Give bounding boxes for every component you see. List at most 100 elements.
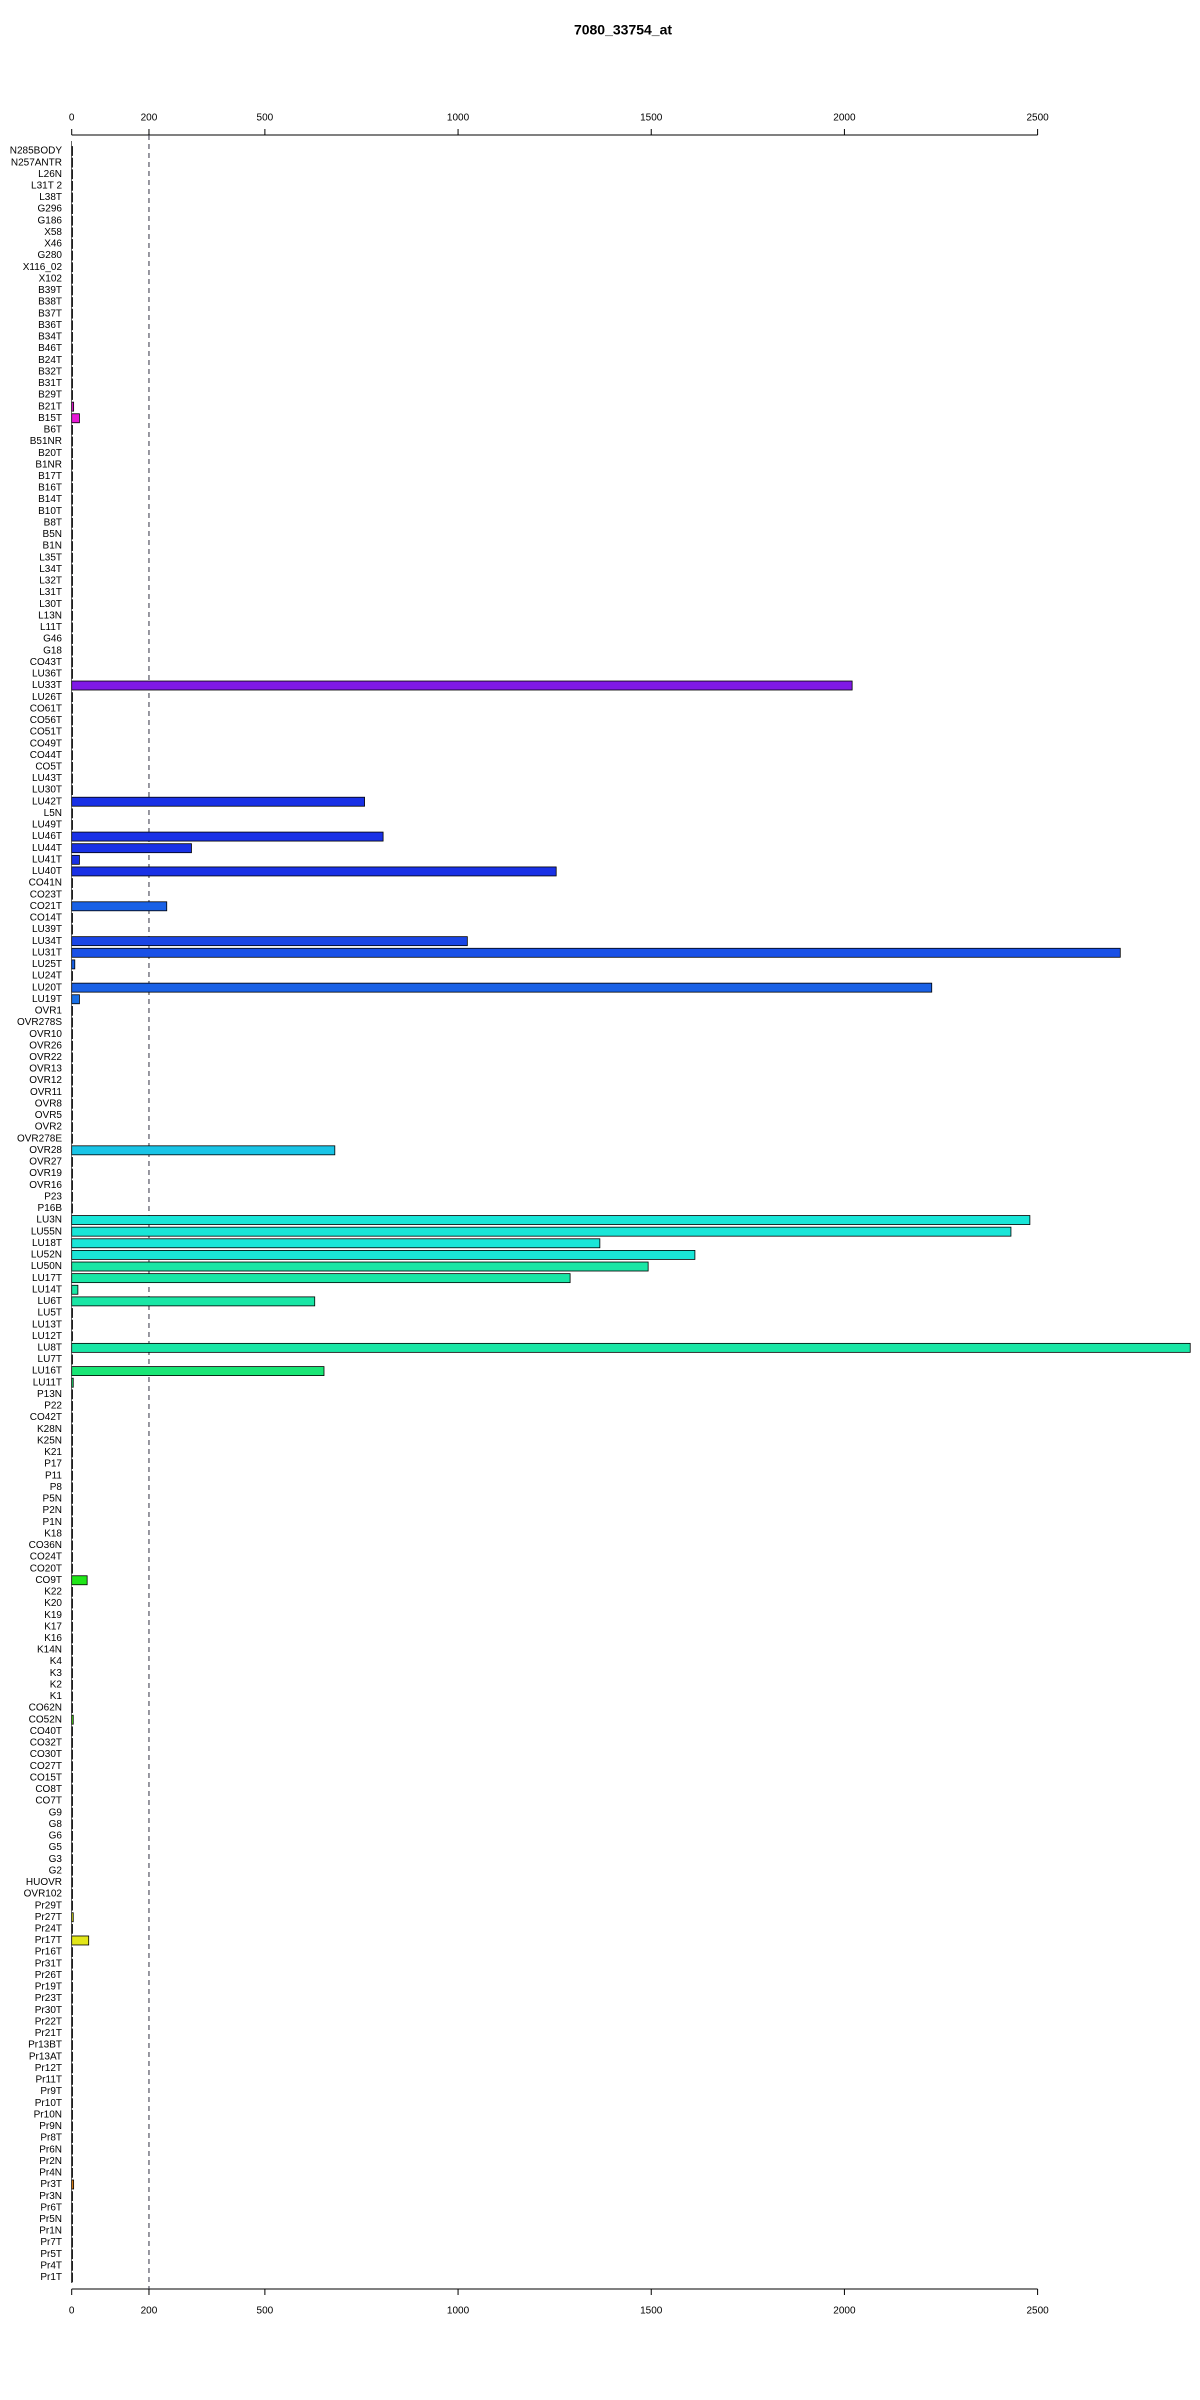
y-tick-label: B16T [38,483,62,494]
y-tick-label: LU42T [32,796,62,807]
y-tick-label: CO7T [35,1796,62,1807]
y-tick-label: L30T [39,599,62,610]
bar [71,1273,571,1284]
y-tick-label: B29T [38,390,62,401]
y-tick-label: B17T [38,471,62,482]
y-tick-label: Pr4T [40,2260,62,2271]
y-tick-label: K1 [50,1691,63,1702]
y-tick-label: Pr5T [40,2249,62,2260]
y-tick-label: LU34T [32,936,62,947]
y-tick-label: G46 [43,634,62,645]
x-tick-label: 500 [257,113,274,124]
y-tick-label: Pr9N [39,2121,62,2132]
y-tick-label: P8 [50,1482,63,1493]
bar [71,843,192,854]
y-tick-label: K19 [44,1610,62,1621]
bar [71,936,468,947]
y-tick-label: CO42T [30,1412,62,1423]
y-tick-label: P1N [43,1517,62,1528]
y-tick-label: CO8T [35,1784,62,1795]
y-tick-label: Pr13BT [28,2040,62,2051]
y-tick-label: Pr31T [35,1958,62,1969]
y-tick-label: LU25T [32,959,62,970]
x-tick-label: 500 [257,2306,274,2317]
y-tick-label: Pr16T [35,1947,62,1958]
y-tick-label: LU5T [38,1308,62,1319]
y-tick-label: N285BODY [10,146,63,157]
y-tick-label: L5N [44,808,62,819]
y-tick-label: Pr22T [35,2016,62,2027]
y-tick-label: Pr29T [35,1900,62,1911]
x-tick-label: 1500 [640,113,663,124]
chart-title: 7080_33754_at [574,22,672,38]
y-tick-label: LU46T [32,831,62,842]
y-tick-label: N257ANTR [11,157,62,168]
y-tick-label: L34T [39,564,62,575]
y-tick-label: OVR27 [29,1157,62,1168]
y-tick-label: B10T [38,506,62,517]
bar [71,1250,696,1260]
y-tick-label: L38T [39,192,62,203]
y-tick-label: K28N [37,1424,62,1435]
y-tick-label: P13N [37,1389,62,1400]
y-tick-label: LU26T [32,692,62,703]
x-tick-label: 1000 [447,113,470,124]
x-tick-label: 2000 [833,2306,856,2317]
y-tick-label: OVR278S [17,1017,62,1028]
y-tick-label: Pr10T [35,2098,62,2109]
y-tick-label: OVR13 [29,1064,62,1075]
y-tick-label: B14T [38,494,62,505]
y-tick-label: G280 [38,250,63,261]
y-tick-label: LU49T [32,820,62,831]
bar [71,1935,90,1946]
y-tick-label: K18 [44,1528,62,1539]
bar [71,1296,316,1307]
bar [71,866,557,877]
y-tick-label: LU7T [38,1354,62,1365]
y-tick-label: Pr3N [39,2191,62,2202]
y-tick-label: B21T [38,401,62,412]
x-tick-label: 2500 [1026,2306,1049,2317]
y-tick-label: LU3N [36,1215,62,1226]
x-tick-label: 1000 [447,2306,470,2317]
bar [71,413,80,424]
y-tick-label: K3 [50,1668,63,1679]
y-tick-label: Pr5N [39,2214,62,2225]
y-tick-label: Pr27T [35,1912,62,1923]
y-tick-label: LU50N [31,1261,62,1272]
y-tick-label: B46T [38,343,62,354]
y-tick-label: OVR2 [35,1122,63,1133]
bar [71,1215,1031,1225]
y-tick-label: Pr13AT [29,2051,62,2062]
y-tick-label: P2N [43,1505,62,1516]
y-tick-label: LU33T [32,680,62,691]
y-tick-label: L31T [39,587,62,598]
y-tick-label: CO32T [30,1738,62,1749]
bar [71,901,168,912]
y-tick-label: OVR278E [17,1133,62,1144]
y-tick-label: B20T [38,448,62,459]
y-tick-label: LU39T [32,924,62,935]
y-tick-label: Pr6T [40,2202,62,2213]
bar [71,994,80,1005]
y-tick-label: L35T [39,552,62,563]
y-tick-label: X58 [44,227,62,238]
y-tick-label: B5N [43,529,62,540]
y-tick-label: LU12T [32,1331,62,1342]
y-tick-label: CO36N [29,1540,62,1551]
y-tick-label: CO9T [35,1575,62,1586]
y-tick-label: B8T [44,517,62,528]
y-tick-label: OVR5 [35,1110,63,1121]
x-tick-label: 1500 [640,2306,663,2317]
y-tick-label: G18 [43,645,62,656]
bar [71,982,933,993]
y-tick-label: OVR8 [35,1098,63,1109]
y-tick-label: CO49T [30,738,62,749]
y-tick-label: CO40T [30,1726,62,1737]
y-tick-label: LU44T [32,843,62,854]
y-tick-label: B1N [43,541,62,552]
x-tick-label: 200 [141,113,158,124]
y-tick-label: LU16T [32,1366,62,1377]
y-tick-label: OVR1 [35,1006,63,1017]
